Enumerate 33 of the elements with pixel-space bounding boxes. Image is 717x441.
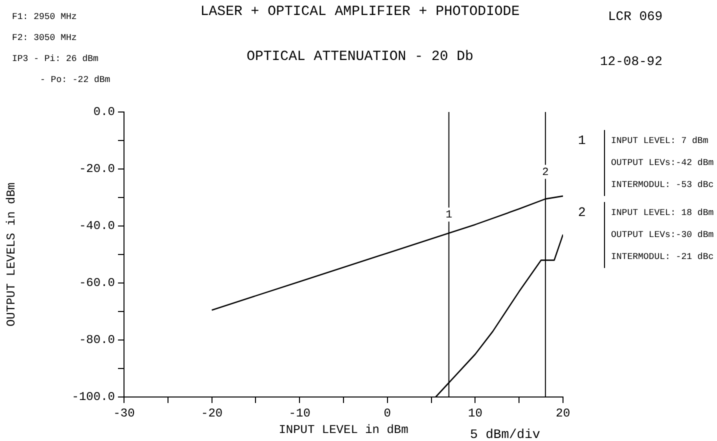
chart-title: LASER + OPTICAL AMPLIFIER + PHOTODIODE (199, 4, 521, 20)
y-axis-title: OUTPUT LEVELS in dBm (4, 182, 18, 327)
text: - Po: -22 dBm (40, 74, 110, 87)
text: 5 dBm/div (470, 426, 540, 441)
y-tick-label: -80.0 (78, 333, 115, 348)
text: IP3 - Pi: 26 dBm (12, 53, 98, 66)
y-tick-label: 0.0 (93, 105, 115, 120)
y-tick-label: -60.0 (78, 276, 115, 290)
y-tick-label: -40.0 (78, 219, 115, 234)
annotation: 1 (446, 210, 453, 222)
text: F1: 2950 MHz (12, 11, 77, 24)
x-tick-label: 20 (556, 406, 570, 420)
annotation: 2 (542, 166, 549, 179)
text: LCR 069 (608, 8, 663, 26)
text: 12-08-92 (600, 53, 662, 71)
x-tick-label: -30 (113, 406, 135, 420)
x-tick-label: 0 (384, 406, 391, 420)
x-axis-title: INPUT LEVEL in dBm (278, 422, 408, 437)
text: INPUT LEVEL: 7 dBm (604, 130, 708, 152)
y-tick-label: -20.0 (78, 162, 115, 176)
y-tick-label: -100.0 (72, 390, 115, 404)
text: INTERMODUL: -53 dBc (604, 174, 714, 196)
text: 1 (578, 132, 586, 150)
chart-subtitle: OPTICAL ATTENUATION - 20 Db (246, 49, 474, 65)
text: 2 (578, 204, 586, 222)
x-tick-label: -20 (200, 406, 223, 420)
text: INTERMODUL: -21 dBc (604, 246, 714, 268)
text: OUTPUT LEVs:-42 dBm (604, 152, 714, 174)
text: F2: 3050 MHz (12, 32, 77, 45)
text: OUTPUT LEVs:-30 dBm (604, 224, 714, 246)
text: INPUT LEVEL: 18 dBm (604, 202, 714, 224)
x-tick-label: -10 (288, 406, 310, 420)
x-tick-label: 10 (468, 406, 482, 420)
